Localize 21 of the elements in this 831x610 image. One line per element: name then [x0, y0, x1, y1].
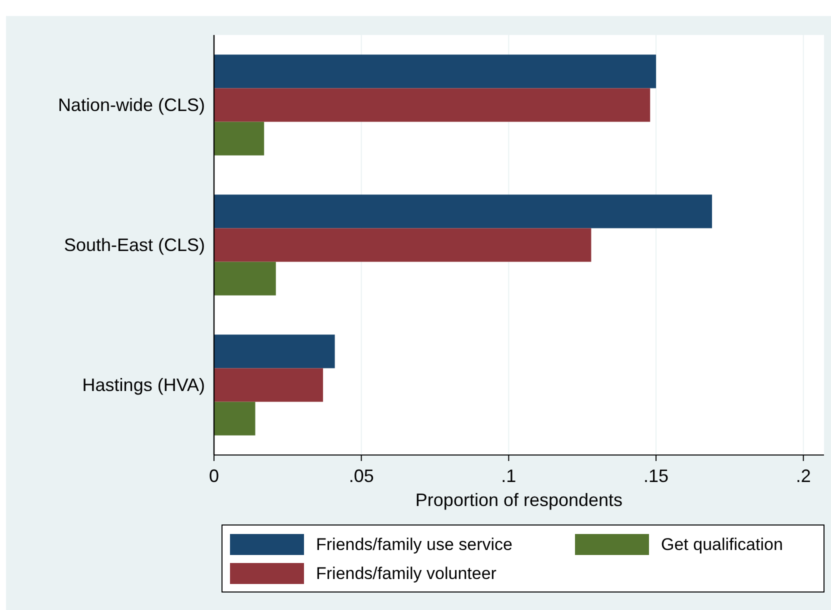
bar [214, 194, 712, 228]
x-tick-label: 0 [208, 466, 220, 486]
x-tick-label: .2 [796, 466, 811, 486]
legend-label: Get qualification [661, 535, 783, 554]
bar [214, 402, 256, 436]
bar [214, 54, 656, 88]
y-tick-label: Hastings (HVA) [82, 375, 205, 395]
legend-label: Friends/family volunteer [316, 564, 497, 583]
x-axis-title: Proportion of respondents [415, 490, 623, 510]
x-tick-label: .15 [644, 466, 669, 486]
y-tick-label: Nation-wide (CLS) [58, 95, 205, 115]
bar [214, 122, 264, 156]
x-tick-label: .1 [501, 466, 516, 486]
bar [214, 228, 592, 262]
bar [214, 88, 650, 122]
x-tick-label: .05 [348, 466, 374, 486]
bar [214, 334, 335, 368]
legend-label: Friends/family use service [316, 535, 513, 554]
bar [214, 262, 276, 296]
y-tick-label: South-East (CLS) [64, 235, 205, 255]
bar [214, 368, 324, 402]
